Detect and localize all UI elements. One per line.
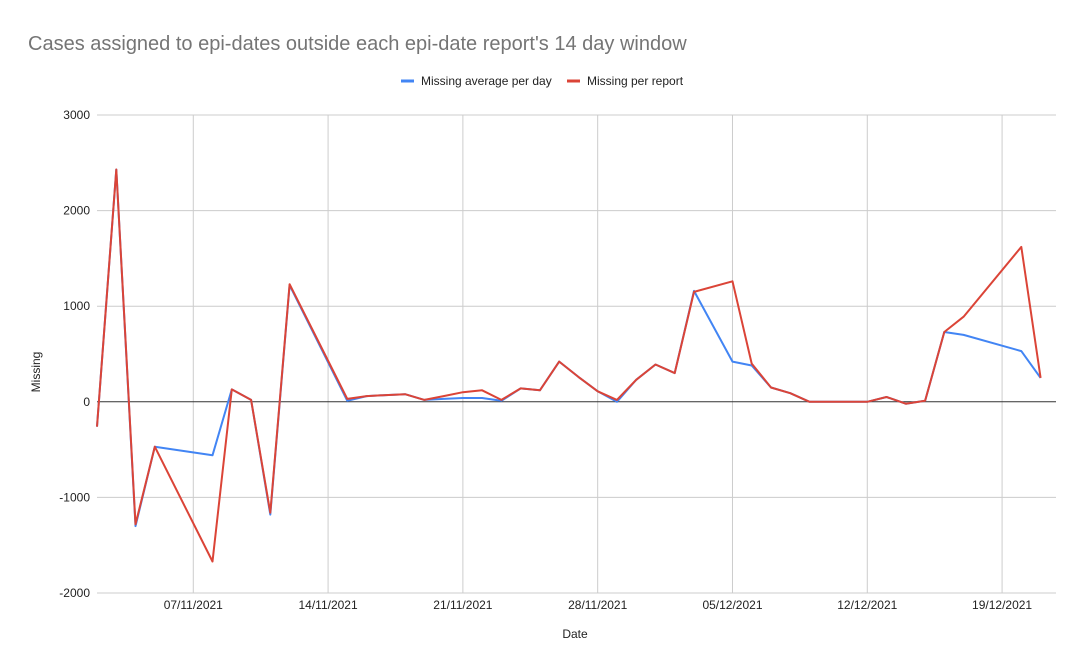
x-tick-label: 21/11/2021 <box>433 598 492 612</box>
chart-title: Cases assigned to epi-dates outside each… <box>28 33 687 55</box>
x-axis-title: Date <box>562 627 588 641</box>
x-tick-label: 28/11/2021 <box>568 598 627 612</box>
y-axis-title: Missing <box>29 352 43 393</box>
y-tick-label: -2000 <box>59 586 90 600</box>
y-tick-label: 3000 <box>63 108 90 122</box>
series-line-average-per-day <box>96 168 1042 528</box>
x-tick-label: 07/11/2021 <box>164 598 223 612</box>
x-tick-label: 14/11/2021 <box>298 598 357 612</box>
y-tick-label: 0 <box>83 395 90 409</box>
x-tick-label: 19/12/2021 <box>972 598 1032 612</box>
gridlines <box>97 114 1056 594</box>
series-line-per-report <box>96 168 1042 563</box>
y-tick-label: 2000 <box>63 204 90 218</box>
x-tick-label: 05/12/2021 <box>702 598 762 612</box>
legend-label-per-report: Missing per report <box>587 74 684 88</box>
y-tick-label: -1000 <box>59 490 90 504</box>
series-lines <box>96 168 1042 563</box>
y-tick-label: 1000 <box>63 299 90 313</box>
y-axis-ticks: 3000 2000 1000 0 -1000 -2000 <box>59 108 90 600</box>
legend-label-average: Missing average per day <box>421 74 552 88</box>
x-axis-ticks: 07/11/2021 14/11/2021 21/11/2021 28/11/2021… <box>164 598 1033 612</box>
legend: Missing average per day Missing per repo… <box>401 74 684 88</box>
x-tick-label: 12/12/2021 <box>837 598 897 612</box>
